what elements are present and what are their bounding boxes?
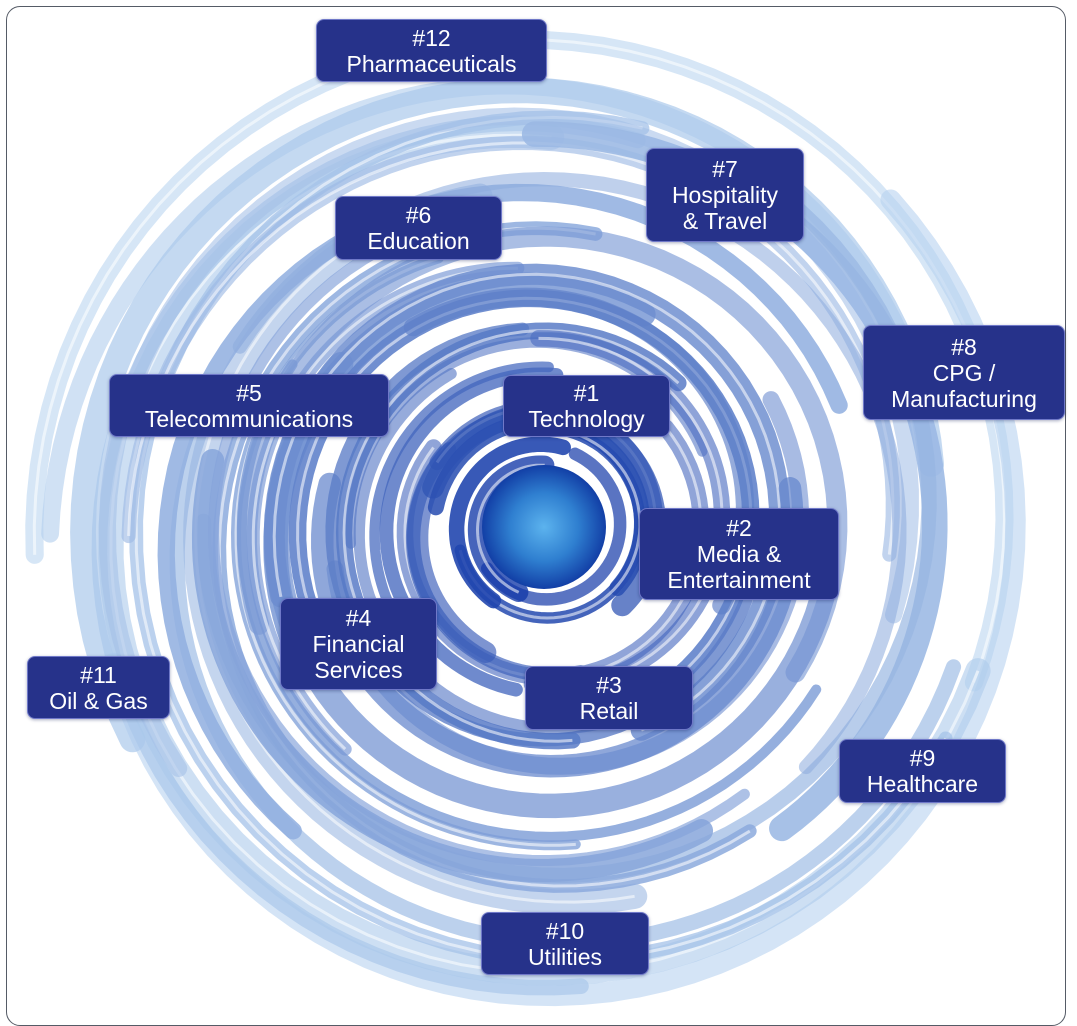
industry-label-6: #6 Education (335, 196, 502, 260)
industry-name-1: Technology (510, 406, 663, 432)
industry-rank-10: #10 (488, 918, 642, 944)
industry-label-4: #4 Financial Services (280, 598, 437, 690)
industry-rank-2: #2 (646, 515, 832, 541)
industry-name-12: Pharmaceuticals (323, 51, 540, 77)
industry-rank-3: #3 (532, 672, 686, 698)
industry-name-6: Education (342, 228, 495, 254)
industry-label-7: #7 Hospitality & Travel (646, 148, 804, 242)
swirl-core (482, 465, 606, 589)
diagram-frame (6, 6, 1066, 1026)
industry-name-4-line1: Financial (287, 631, 430, 657)
industry-rank-7: #7 (653, 156, 797, 182)
industry-label-12: #12 Pharmaceuticals (316, 19, 547, 82)
industry-name-11: Oil & Gas (34, 688, 163, 714)
industry-label-3: #3 Retail (525, 666, 693, 730)
industry-rank-12: #12 (323, 25, 540, 51)
industry-name-3: Retail (532, 698, 686, 724)
industry-name-8-line1: CPG / (870, 360, 1058, 386)
industry-name-7-line1: Hospitality (653, 182, 797, 208)
industry-rank-5: #5 (116, 380, 382, 406)
industry-name-9: Healthcare (846, 771, 999, 797)
swirl-graphic (7, 7, 1066, 1026)
industry-label-10: #10 Utilities (481, 912, 649, 975)
industry-rank-8: #8 (870, 334, 1058, 360)
industry-label-9: #9 Healthcare (839, 739, 1006, 803)
industry-name-2-line2: Entertainment (646, 567, 832, 593)
industry-label-8: #8 CPG / Manufacturing (863, 325, 1065, 420)
industry-name-8-line2: Manufacturing (870, 386, 1058, 412)
industry-name-4-line2: Services (287, 657, 430, 683)
industry-name-10: Utilities (488, 944, 642, 970)
industry-label-11: #11 Oil & Gas (27, 656, 170, 719)
industry-rank-9: #9 (846, 745, 999, 771)
industry-name-2-line1: Media & (646, 541, 832, 567)
industry-name-5: Telecommunications (116, 406, 382, 432)
industry-rank-6: #6 (342, 202, 495, 228)
industry-rank-4: #4 (287, 605, 430, 631)
industry-rank-1: #1 (510, 380, 663, 406)
industry-name-7-line2: & Travel (653, 208, 797, 234)
industry-label-2: #2 Media & Entertainment (639, 508, 839, 600)
industry-label-5: #5 Telecommunications (109, 374, 389, 437)
industry-rank-11: #11 (34, 662, 163, 688)
industry-label-1: #1 Technology (503, 375, 670, 437)
